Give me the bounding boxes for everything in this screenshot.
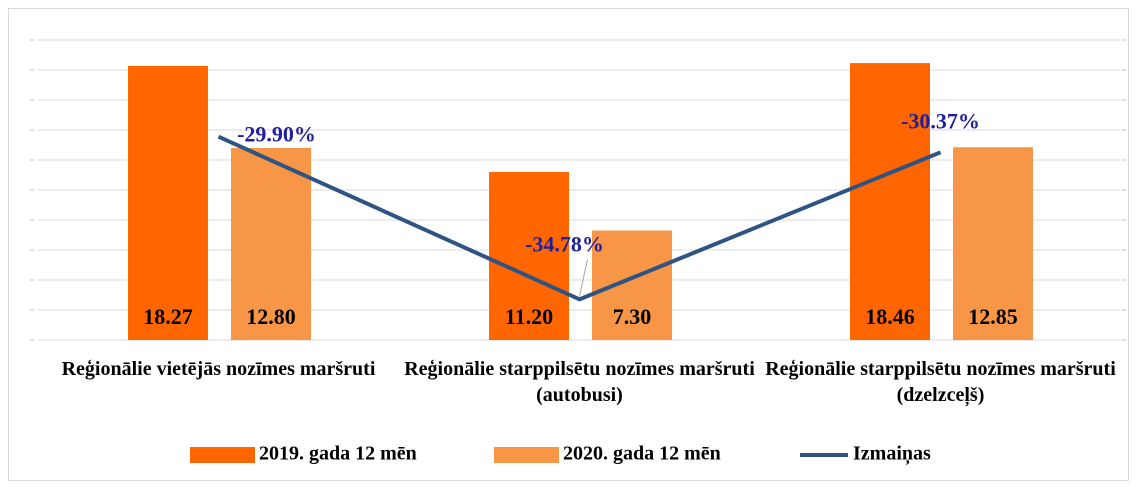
bar (231, 148, 311, 340)
line-value-label: -30.37% (901, 108, 980, 133)
bar-value-label: 18.27 (143, 304, 193, 329)
bar-value-label: 12.80 (246, 304, 296, 329)
label-line: Reģionālie starppilsētu nozīmes maršruti (765, 358, 1116, 380)
label-line: Reģionālie starppilsētu nozīmes maršruti (404, 358, 755, 380)
bar-value-label: 7.30 (613, 304, 652, 329)
line-value-label: -34.78% (525, 231, 604, 256)
legend-label: 2019. gada 12 mēn (259, 443, 417, 465)
bar-value-label: 12.85 (968, 304, 1018, 329)
legend-swatch (494, 447, 559, 463)
legend-label: 2020. gada 12 mēn (563, 443, 721, 465)
line (217, 134, 942, 302)
bar (592, 230, 672, 340)
bar-value-label: 11.20 (505, 304, 553, 329)
legend-swatch (190, 447, 255, 463)
bar (953, 147, 1033, 340)
bar-value-label: 18.46 (865, 304, 915, 329)
label-line: Reģionālie vietējās nozīmes maršruti (62, 358, 376, 380)
bar (850, 63, 930, 340)
bar (489, 172, 569, 340)
x-tick-label: Reģionālie starppilsētu nozīmes maršruti… (404, 358, 755, 406)
x-tick-label: Reģionālie vietējās nozīmes maršruti (62, 358, 376, 380)
label-line: (autobusi) (536, 384, 623, 406)
x-tick-label: Reģionālie starppilsētu nozīmes maršruti… (765, 358, 1116, 407)
line-value-label: -29.90% (237, 122, 316, 147)
label-line: (dzelzceļš) (897, 384, 985, 407)
leader-line (579, 259, 588, 297)
legend-label: Izmaiņas (853, 443, 931, 466)
bar (128, 65, 208, 340)
